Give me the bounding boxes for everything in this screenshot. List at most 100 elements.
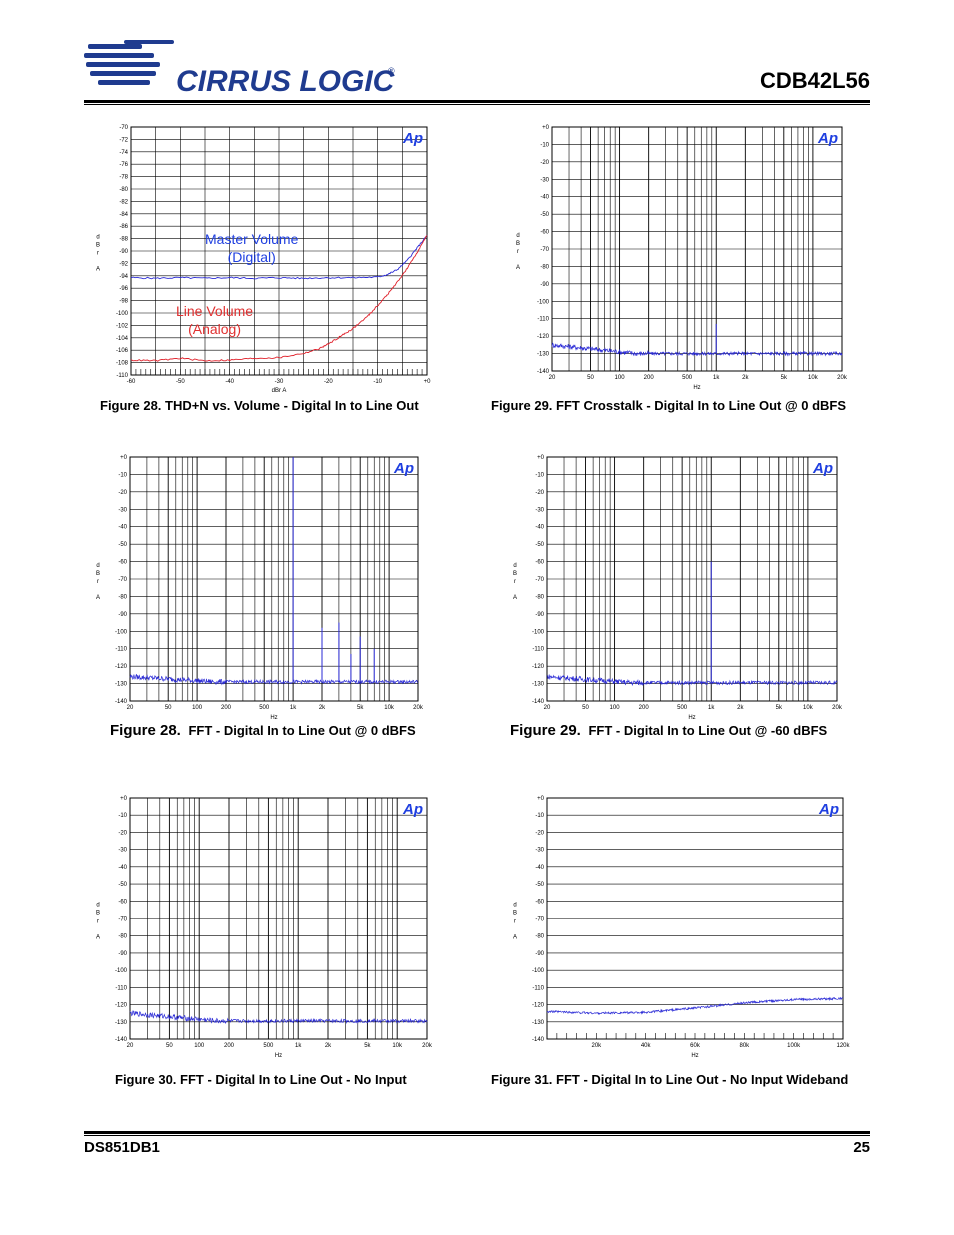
x-tick-label: 100	[610, 705, 621, 711]
y-tick-label: -20	[540, 160, 549, 166]
x-tick-label: 500	[263, 1043, 274, 1049]
caption-fig29b-text: FFT - Digital In to Line Out @ -60 dBFS	[588, 723, 828, 738]
y-tick-label: -10	[535, 472, 544, 478]
y-axis-label: B	[96, 243, 100, 249]
y-tick-label: -108	[116, 361, 129, 367]
y-tick-label: -120	[115, 664, 128, 670]
trace-line	[129, 1010, 428, 1025]
annot-master-volume: Master Volume (Digital)	[205, 231, 298, 265]
x-axis-label: Hz	[270, 715, 277, 721]
y-tick-label: -70	[118, 917, 127, 923]
x-tick-label: 2k	[319, 705, 326, 711]
x-tick-label: +0	[424, 379, 432, 385]
chart-fft-60dbfs: 20 50 100 200 500 1k 2k 5k 10k 20k +0 -10 -20 -30 -40 -…	[505, 450, 843, 721]
y-tick-label: -90	[118, 612, 127, 618]
x-tick-label: 60k	[690, 1043, 701, 1049]
x-tick-label: 20	[127, 1043, 134, 1049]
y-axis-label: A	[513, 595, 517, 601]
x-tick-label: 500	[259, 705, 270, 711]
y-tick-label: -70	[535, 917, 544, 923]
y-tick-label: -50	[535, 882, 544, 888]
x-tick-label: 200	[644, 375, 655, 381]
y-tick-label: -96	[119, 286, 128, 292]
y-tick-label: -76	[119, 162, 128, 168]
y-tick-label: -80	[118, 594, 127, 600]
caption-fig28b: Figure 28. FFT - Digital In to Line Out …	[110, 722, 416, 739]
y-tick-label: -10	[118, 813, 127, 819]
y-axis-label: r	[97, 918, 99, 924]
y-tick-label: -110	[537, 317, 549, 323]
y-axis-label: A	[513, 934, 517, 940]
y-tick-label: -106	[116, 348, 129, 354]
y-tick-label: +0	[537, 455, 545, 461]
plot-frame	[129, 456, 419, 702]
x-tick-label: 10k	[803, 705, 814, 711]
y-tick-label: -120	[532, 1003, 545, 1009]
y-tick-label: -10	[540, 142, 549, 148]
y-tick-label: -140	[537, 369, 550, 375]
caption-fig28b-num: Figure 28.	[110, 722, 181, 739]
chart-fft-0dbfs: 20 50 100 200 500 1k 2k 5k 10k 20k +0 -10 -20 -30 -40 -…	[88, 450, 424, 721]
y-axis-label: B	[513, 910, 517, 916]
x-tick-label: 20k	[413, 705, 424, 711]
annot-master-volume-l1: Master Volume	[205, 231, 299, 247]
y-tick-label: -100	[532, 629, 545, 635]
caption-fig28b-text: FFT - Digital In to Line Out @ 0 dBFS	[188, 723, 416, 738]
page-number: 25	[853, 1139, 870, 1156]
annot-line-volume-l1: Line Volume	[176, 303, 254, 319]
y-tick-label: -20	[535, 830, 544, 836]
y-tick-label: +0	[120, 455, 128, 461]
y-tick-label: -98	[119, 299, 128, 305]
x-tick-label: 50	[166, 1043, 173, 1049]
x-tick-label: 2k	[737, 705, 744, 711]
y-tick-label: -110	[116, 373, 128, 379]
y-tick-label: -88	[119, 237, 128, 243]
x-tick-label: -60	[127, 379, 136, 385]
y-tick-label: -130	[115, 682, 128, 688]
annot-master-volume-l2: (Digital)	[227, 249, 276, 265]
y-tick-label: -110	[532, 985, 544, 991]
y-axis-label: d	[96, 902, 99, 908]
y-tick-label: -10	[535, 813, 544, 819]
y-tick-label: -90	[535, 951, 544, 957]
chart-svg: 20 50 100 200 500 1k 2k 5k 10k 20k +0 -10 -20 -30 -40 -…	[516, 125, 848, 391]
y-tick-label: -80	[535, 934, 544, 940]
y-tick-label: -10	[118, 472, 127, 478]
annot-line-volume-l2: (Analog)	[188, 321, 241, 337]
y-axis-label: r	[514, 579, 516, 585]
x-tick-label: 120k	[836, 1043, 850, 1049]
x-tick-label: 50	[582, 705, 589, 711]
x-tick-label: 200	[221, 705, 232, 711]
y-tick-label: -100	[115, 968, 128, 974]
y-axis-label: B	[516, 241, 520, 247]
y-tick-label: -90	[118, 951, 127, 957]
y-tick-label: -140	[115, 699, 128, 705]
y-axis-label: d	[513, 902, 516, 908]
y-tick-label: -20	[118, 830, 127, 836]
y-tick-label: +0	[542, 125, 550, 131]
y-tick-label: -82	[119, 199, 128, 205]
ap-logo-icon: Ap	[402, 130, 423, 147]
y-tick-label: -140	[532, 1037, 545, 1043]
chart-thd-volume: -60 -50 -40 -30 -20 -10 +0 -70 -72 -74 -76 -78 -80 -8…	[88, 120, 431, 395]
document-id: DS851DB1	[84, 1139, 160, 1156]
x-tick-label: 20	[549, 375, 556, 381]
trace-line	[546, 674, 838, 687]
chart-fft-noinput: 20 50 100 200 500 1k 2k 5k 10k 20k +0 -10 -20 -30 -40 -…	[88, 790, 433, 1065]
y-tick-label: -130	[532, 682, 545, 688]
x-tick-label: 1k	[713, 375, 720, 381]
y-tick-label: -70	[535, 577, 544, 583]
x-axis-label: Hz	[688, 715, 695, 721]
annot-line-volume: Line Volume (Analog)	[176, 303, 253, 337]
y-tick-label: -90	[535, 612, 544, 618]
y-tick-label: -40	[118, 865, 127, 871]
y-tick-label: -60	[118, 560, 127, 566]
y-tick-label: -80	[119, 187, 128, 193]
y-tick-label: -40	[540, 195, 549, 201]
y-tick-label: -60	[535, 560, 544, 566]
trace-line	[129, 673, 419, 686]
x-tick-label: 5k	[357, 705, 364, 711]
y-axis-label: B	[513, 571, 517, 577]
caption-fig29b: Figure 29. FFT - Digital In to Line Out …	[510, 722, 827, 739]
plot-frame	[130, 126, 428, 376]
